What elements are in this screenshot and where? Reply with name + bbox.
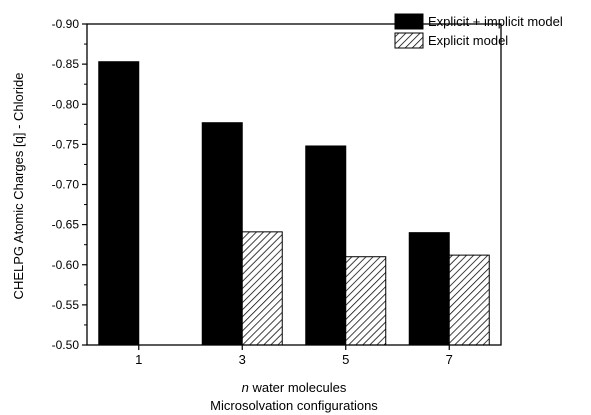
bar-explicit-5 (345, 256, 387, 346)
bar-explicit-3 (241, 231, 283, 346)
y-tick-label: -0.50 (52, 338, 80, 352)
y-tick-label: -0.55 (52, 298, 80, 312)
y-tick-label: -0.60 (52, 258, 80, 272)
legend-label-explicit: Explicit model (428, 33, 508, 48)
y-tick-label: -0.80 (52, 97, 80, 111)
x-axis-ticks: 1 3 5 7 (135, 345, 453, 367)
y-tick-label: -0.85 (52, 57, 80, 71)
x-tick-label: 5 (342, 352, 349, 367)
legend-entry-explicit-implicit: Explicit + implicit model (394, 13, 563, 30)
bar-explicit-implicit-3 (201, 122, 243, 346)
x-tick-label: 7 (446, 352, 453, 367)
bar-explicit-implicit-1 (98, 61, 140, 346)
legend-entry-explicit: Explicit model (394, 32, 508, 49)
plot-frame (86, 23, 502, 346)
y-tick-label: -0.75 (52, 137, 80, 151)
x-axis-label: n water molecules (242, 380, 347, 395)
y-axis-ticks: -0.90 -0.85 -0.80 -0.75 -0.70 -0.65 -0.60 -0.55… (52, 17, 87, 352)
bars (98, 61, 490, 346)
y-tick-label: -0.70 (52, 178, 80, 192)
x-tick-label: 1 (135, 352, 142, 367)
legend-label-explicit-implicit: Explicit + implicit model (428, 14, 563, 29)
bar-explicit-7 (448, 254, 490, 346)
y-tick-label: -0.65 (52, 218, 80, 232)
legend-swatch-solid (394, 13, 424, 30)
bar-explicit-implicit-7 (408, 232, 450, 346)
x-tick-label: 3 (239, 352, 246, 367)
y-tick-label: -0.90 (52, 17, 80, 31)
legend: Explicit + implicit model Explicit model (394, 13, 563, 49)
x-axis-sublabel: Microsolvation configurations (210, 398, 378, 413)
bar-explicit-implicit-5 (305, 145, 347, 346)
legend-swatch-hatched (394, 32, 424, 49)
y-axis-label: CHELPG Atomic Charges [q] - Chloride (11, 73, 26, 300)
